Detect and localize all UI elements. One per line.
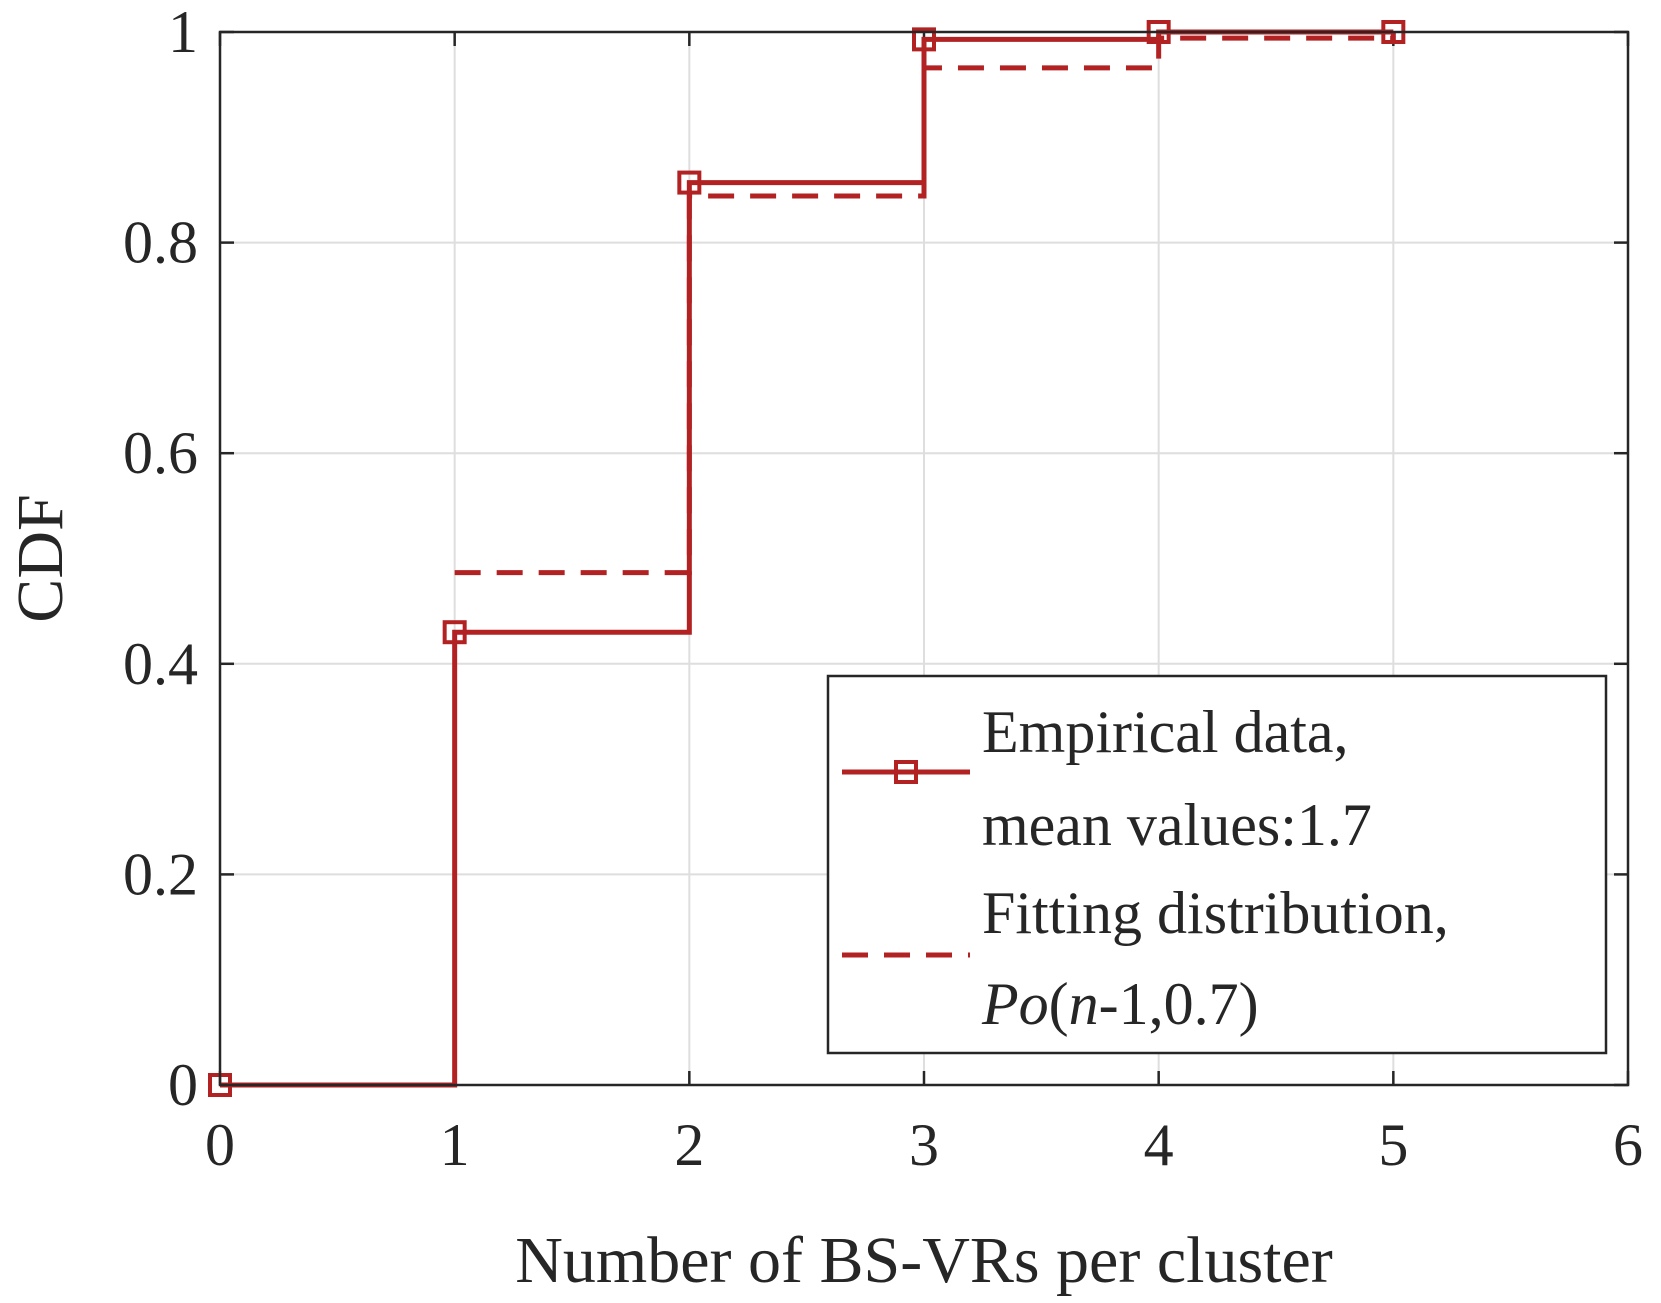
formula-rest: -1,0.7) xyxy=(1099,971,1259,1037)
legend-label-fitting-line1: Fitting distribution, xyxy=(982,880,1449,946)
formula-po: Po xyxy=(981,971,1049,1037)
legend-label-fitting-formula: Po(n-1,0.7) xyxy=(981,971,1259,1037)
y-tick-label: 1 xyxy=(168,0,198,65)
x-tick-label: 0 xyxy=(205,1112,235,1178)
legend-label-empirical-line2: mean values:1.7 xyxy=(982,792,1372,858)
y-axis-label: CDF xyxy=(4,494,77,622)
data-series xyxy=(208,20,1406,1097)
y-tick-label: 0 xyxy=(168,1052,198,1118)
x-tick-label: 1 xyxy=(440,1112,470,1178)
formula-paren: ( xyxy=(1049,971,1069,1037)
y-tick-label: 0.4 xyxy=(123,631,198,697)
x-tick-label: 3 xyxy=(909,1112,939,1178)
legend-label-empirical-line1: Empirical data, xyxy=(982,699,1349,765)
x-tick-label: 4 xyxy=(1144,1112,1174,1178)
x-tick-label: 6 xyxy=(1613,1112,1643,1178)
data-point-marker xyxy=(442,620,467,645)
formula-n: n xyxy=(1069,971,1099,1037)
y-tick-label: 0.8 xyxy=(123,210,198,276)
series-line-1 xyxy=(454,32,1396,576)
x-tick-label: 2 xyxy=(674,1112,704,1178)
data-point-marker xyxy=(677,170,702,195)
x-tick-label: 5 xyxy=(1378,1112,1408,1178)
data-point-marker xyxy=(912,27,936,52)
y-tick-label: 0.2 xyxy=(123,841,198,907)
legend-marker-square xyxy=(894,760,918,784)
legend: Empirical data, mean values:1.7 Fitting … xyxy=(826,674,1608,1055)
legend-box xyxy=(826,674,1608,1055)
plot-frame xyxy=(218,30,1630,1087)
tick-labels: 0 1 2 3 4 5 6 0 0.2 0.4 0.6 0.8 1 xyxy=(123,0,1643,1178)
y-tick-label: 0.6 xyxy=(123,420,198,486)
x-axis-label: Number of BS-VRs per cluster xyxy=(515,1224,1333,1297)
